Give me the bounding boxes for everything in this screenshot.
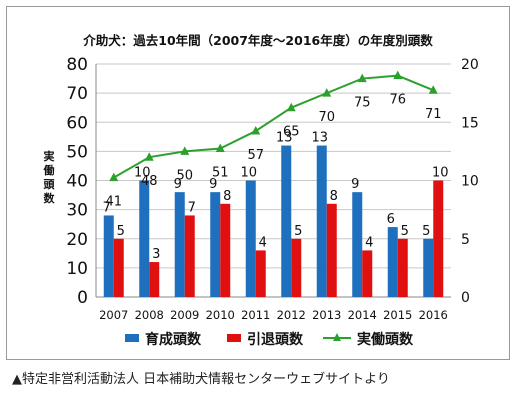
left-tick-label: 80: [66, 55, 88, 75]
line-data-label: 75: [354, 96, 371, 111]
bar-data-label: 9: [174, 177, 182, 192]
line-marker: [393, 70, 403, 80]
bar-training: [387, 227, 398, 297]
bar-retired: [362, 250, 373, 297]
bar-retired: [255, 250, 266, 297]
bar-data-label: 9: [209, 177, 217, 192]
bar-data-label: 4: [259, 235, 267, 250]
bar-data-label: 5: [422, 224, 430, 239]
right-tick-label: 20: [461, 57, 479, 73]
x-tick-label: 2010: [206, 308, 235, 322]
bar-training: [210, 192, 221, 297]
bar-training: [352, 192, 363, 297]
bar-retired: [184, 215, 195, 297]
line-active-dogs: [113, 74, 434, 179]
bar-training: [245, 180, 256, 297]
line-marker: [286, 102, 296, 112]
x-tick-label: 2008: [135, 308, 164, 322]
legend-swatch: [227, 334, 241, 342]
left-tick-label: 0: [77, 288, 88, 308]
chart: 介助犬：過去10年間（2007年度～2016年度）の年度別頭数010203040…: [43, 33, 479, 348]
chart-title: 介助犬：過去10年間（2007年度～2016年度）の年度別頭数: [82, 33, 433, 48]
x-tick-label: 2009: [170, 308, 199, 322]
bar-retired: [220, 203, 231, 297]
bar-retired: [397, 238, 408, 297]
line-data-label: 70: [318, 110, 335, 125]
bar-retired: [291, 238, 302, 297]
chart-frame: 介助犬：過去10年間（2007年度～2016年度）の年度別頭数 0 10 20 30 40…: [6, 6, 510, 360]
right-tick-label: 5: [461, 232, 470, 248]
line-marker: [428, 85, 438, 94]
x-tick-label: 2014: [348, 308, 377, 322]
bar-retired: [326, 203, 337, 297]
y-axis-label-char: 頭: [44, 178, 56, 191]
right-tick-label: 10: [461, 174, 479, 190]
line-marker: [180, 146, 190, 155]
legend-label: 引退頭数: [247, 331, 304, 348]
bar-retired: [149, 262, 160, 297]
left-tick-label: 20: [66, 230, 88, 250]
left-tick-label: 30: [66, 201, 88, 221]
x-tick-label: 2013: [312, 308, 341, 322]
bar-training: [103, 215, 114, 297]
bar-training: [174, 192, 185, 297]
x-tick-label: 2011: [241, 308, 270, 322]
right-tick-label: 0: [461, 290, 470, 306]
left-tick-label: 50: [66, 142, 88, 162]
x-tick-label: 2015: [383, 308, 412, 322]
line-data-label: 48: [141, 174, 158, 189]
x-tick-label: 2007: [99, 308, 128, 322]
legend-swatch: [125, 334, 139, 342]
line-data-label: 76: [389, 93, 406, 108]
y-axis-label-char: 実: [44, 149, 55, 163]
bar-data-label: 5: [401, 224, 409, 239]
line-marker: [215, 143, 225, 152]
bar-data-label: 7: [103, 200, 111, 215]
left-tick-label: 40: [66, 172, 88, 192]
source-caption: ▲特定非営利活動法人 日本補助犬情報センターウェブサイトより: [12, 372, 390, 387]
bar-data-label: 10: [134, 166, 151, 181]
bar-training: [139, 180, 150, 297]
line-data-label: 51: [212, 165, 229, 180]
line-marker: [144, 152, 154, 161]
legend-label: 育成頭数: [145, 331, 202, 348]
bar-training: [281, 145, 292, 297]
left-tick-label: 60: [66, 113, 88, 133]
legend-label: 実働頭数: [357, 331, 414, 348]
bar-data-label: 6: [387, 212, 395, 227]
bar-data-label: 3: [152, 247, 160, 262]
line-data-label: 50: [176, 168, 193, 183]
bar-data-label: 9: [351, 177, 359, 192]
legend-marker: [333, 333, 341, 341]
line-data-label: 71: [425, 107, 442, 122]
right-tick-label: 15: [461, 115, 479, 131]
bar-retired: [113, 238, 124, 297]
bar-data-label: 10: [240, 166, 257, 181]
bar-data-label: 8: [330, 189, 338, 204]
line-data-label: 65: [283, 125, 300, 140]
bar-data-label: 8: [223, 189, 231, 204]
bar-data-label: 13: [311, 131, 328, 146]
line-marker: [109, 172, 119, 182]
bar-training: [423, 238, 434, 297]
line-marker: [251, 125, 261, 135]
line-marker: [322, 88, 332, 97]
left-tick-label: 10: [66, 259, 88, 279]
line-data-label: 41: [105, 195, 122, 210]
x-tick-label: 2012: [277, 308, 306, 322]
bar-training: [316, 145, 327, 297]
bar-data-label: 13: [276, 131, 293, 146]
y-axis-label-char: 働: [43, 163, 55, 177]
line-marker: [357, 73, 367, 83]
bar-data-label: 5: [294, 224, 302, 239]
x-tick-label: 2016: [419, 308, 448, 322]
bar-retired: [433, 180, 444, 297]
line-data-label: 57: [247, 148, 264, 163]
bar-data-label: 5: [117, 224, 125, 239]
bar-data-label: 10: [432, 166, 449, 181]
bar-data-label: 4: [365, 235, 373, 250]
y-axis-label-char: 数: [44, 191, 56, 205]
left-tick-label: 70: [66, 84, 88, 104]
bar-data-label: 7: [188, 200, 196, 215]
